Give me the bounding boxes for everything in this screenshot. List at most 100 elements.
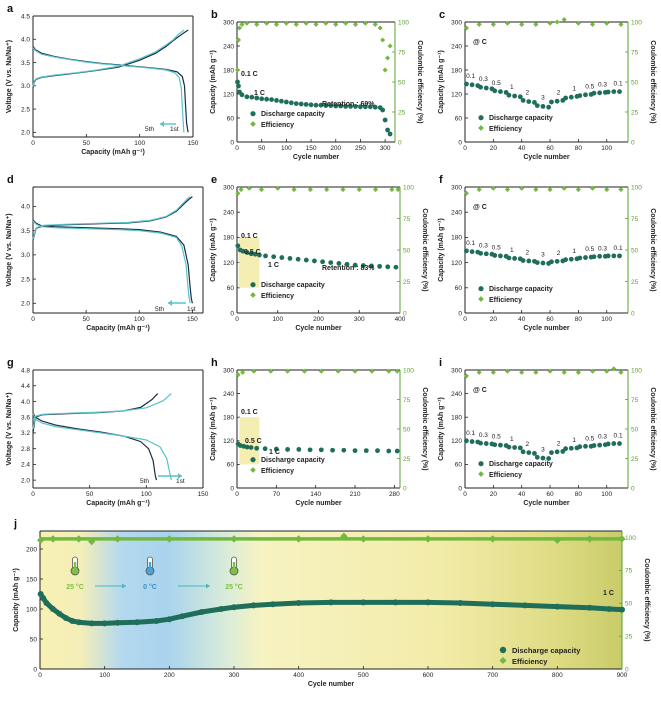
y-tick-label: 4.5: [21, 13, 30, 20]
rate-label: 0.5 C: [245, 438, 262, 445]
discharge-point: [372, 104, 378, 110]
y-axis-label: Capacity (mAh g⁻¹): [438, 218, 445, 282]
x-tick-label: 500: [358, 672, 369, 679]
efficiency-point: [476, 369, 482, 375]
rate-label: 0.1 C: [241, 233, 258, 240]
discharge-point: [457, 600, 464, 606]
efficiency-point: [476, 21, 482, 27]
cycle-arrow-head: [160, 121, 164, 127]
y-axis-label: Capacity (mAh g⁻¹): [210, 218, 217, 282]
y-axis-label: Capacity (mAh g⁻¹): [438, 50, 445, 114]
x-tick-label: 0: [38, 672, 42, 679]
x-tick-label: 20: [490, 316, 498, 323]
efficiency-point: [246, 185, 252, 191]
discharge-point: [425, 599, 431, 606]
panel-j: 0 100 200 300 400 500 600 700 800 900050100150200…: [13, 518, 650, 688]
discharge-point: [483, 251, 489, 257]
rate-step-label: 0.3: [598, 434, 607, 441]
discharge-point: [293, 101, 299, 106]
legend-marker-discharge: [499, 646, 507, 654]
y-tick-label: 240: [223, 391, 234, 398]
legend-marker-discharge: [250, 457, 256, 463]
rate-step-label: 2: [557, 250, 561, 257]
rate-step-label: 0.1: [614, 433, 623, 440]
y-axis-label: Capacity (mAh g⁻¹): [438, 397, 445, 461]
x-tick-label: 100: [601, 316, 612, 323]
discharge-point: [512, 445, 518, 450]
discharge-point: [478, 84, 483, 90]
efficiency-point: [561, 185, 567, 191]
discharge-point: [244, 250, 250, 255]
discharge-point: [328, 103, 334, 108]
x-axis-label: Capacity (mAh g⁻¹): [86, 500, 150, 507]
efficiency-point: [386, 368, 392, 374]
x-tick-label: 280: [389, 491, 400, 498]
discharge-point: [240, 248, 246, 254]
cycle-label-first: 1st: [170, 126, 179, 133]
rate-step-label: 0.5: [492, 80, 501, 87]
discharge-point: [269, 97, 274, 102]
discharge-point: [597, 442, 603, 448]
cycle-arrow-head: [178, 473, 182, 479]
discharge-point: [478, 250, 483, 256]
efficiency-point: [394, 368, 400, 374]
discharge-point: [308, 102, 314, 108]
efficiency-point: [318, 368, 324, 374]
panel-letter: e: [211, 174, 217, 186]
x-tick-label: 80: [575, 491, 583, 498]
discharge-point: [568, 94, 574, 100]
y2-tick-label: 0: [631, 310, 635, 317]
rate-step-label: 3: [541, 95, 545, 102]
y2-tick-label: 100: [403, 367, 414, 374]
x-tick-label: 0: [235, 491, 239, 498]
voltage-curve-3: [32, 47, 185, 133]
x-axis-label: Cycle number: [523, 500, 570, 507]
discharge-point: [328, 599, 334, 606]
discharge-point: [69, 618, 76, 624]
y-tick-label: 2.8: [21, 446, 30, 453]
efficiency-point: [490, 21, 496, 27]
rate-step-label: 0.1: [614, 81, 623, 88]
discharge-point: [320, 259, 325, 265]
x-tick-label: 60: [546, 491, 554, 498]
y2-tick-label: 75: [631, 397, 639, 404]
y2-axis-label: Coulombic efficiency (%): [649, 40, 656, 123]
discharge-point: [540, 104, 546, 109]
discharge-point: [101, 620, 108, 627]
y-tick-label: 60: [455, 462, 463, 469]
x-tick-label: 100: [601, 491, 612, 498]
discharge-point: [56, 610, 63, 617]
y2-tick-label: 100: [631, 184, 642, 191]
y-tick-label: 3.0: [21, 252, 30, 259]
discharge-point: [506, 255, 512, 261]
y-tick-label: 150: [26, 576, 37, 583]
y-tick-label: 180: [451, 235, 462, 242]
discharge-point: [363, 448, 369, 454]
efficiency-point: [251, 368, 257, 374]
discharge-point: [285, 447, 290, 452]
discharge-point: [153, 618, 160, 624]
discharge-point: [249, 94, 255, 100]
efficiency-point: [324, 186, 330, 193]
discharge-point: [295, 600, 302, 606]
efficiency-point: [235, 190, 241, 196]
discharge-point: [385, 264, 391, 270]
rate-step-label: 0.3: [598, 245, 607, 252]
thermometer-icon-fill: [232, 562, 236, 570]
y-axis-label: Capacity (mAh g⁻¹): [210, 50, 217, 114]
rate-step-label: 1: [572, 85, 576, 92]
discharge-point: [312, 258, 317, 264]
efficiency-point: [463, 373, 469, 379]
y2-axis-label: Coulombic efficiency (%): [649, 387, 656, 470]
discharge-point: [318, 447, 324, 453]
discharge-point: [526, 258, 532, 264]
y2-tick-label: 100: [625, 535, 636, 542]
x-tick-label: 800: [552, 672, 563, 679]
efficiency-point: [235, 372, 241, 378]
y-tick-label: 180: [451, 67, 462, 74]
discharge-point: [619, 606, 625, 613]
y-tick-label: 3.6: [21, 415, 30, 422]
discharge-point: [274, 98, 279, 103]
rate-step-label: 2: [557, 89, 561, 96]
discharge-point: [526, 450, 532, 455]
